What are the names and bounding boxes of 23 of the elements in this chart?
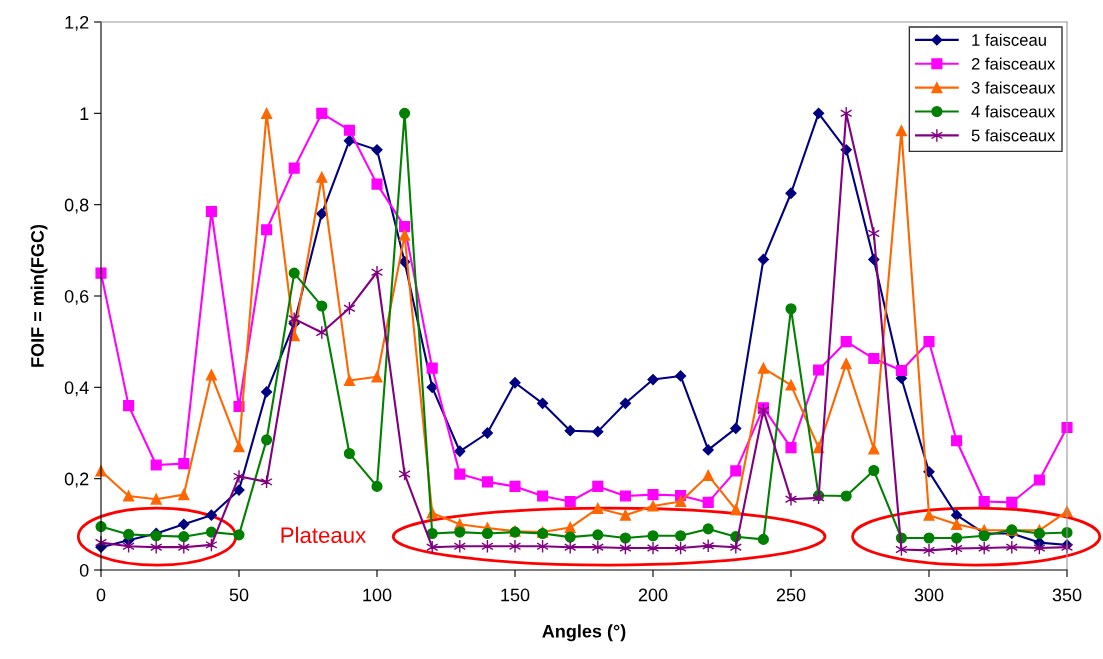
y-tick-label: 0,2 (64, 472, 89, 488)
y-tick-label: 1,2 (65, 15, 89, 31)
legend-label: 5 faisceaux (971, 129, 1056, 142)
legend-label: 4 faisceaux (971, 105, 1056, 118)
x-tick-label: 150 (501, 588, 530, 602)
x-tick-label: 100 (363, 588, 392, 602)
x-tick-label: 50 (229, 588, 249, 602)
x-axis-title: Angles (°) (542, 624, 626, 642)
y-tick-label: 1 (80, 107, 89, 120)
x-tick-label: 0 (96, 588, 106, 602)
y-tick-label: 0,8 (64, 198, 89, 214)
x-tick-label: 300 (914, 588, 944, 602)
annotation: Plateaux (281, 526, 366, 544)
legend-label: 2 faisceaux (971, 57, 1056, 70)
x-tick-label: 200 (638, 588, 668, 602)
y-axis-title: FOIF = min(FGC) (30, 224, 48, 367)
x-tick-label: 350 (1052, 588, 1082, 602)
y-tick-label: 0 (79, 563, 89, 577)
legend-label: 3 faisceaux (971, 81, 1056, 94)
y-tick-label: 0,6 (64, 289, 89, 305)
x-tick-label: 250 (776, 588, 806, 602)
y-tick-label: 0,4 (64, 381, 89, 397)
legend-label: 1 faisceau (972, 33, 1046, 46)
